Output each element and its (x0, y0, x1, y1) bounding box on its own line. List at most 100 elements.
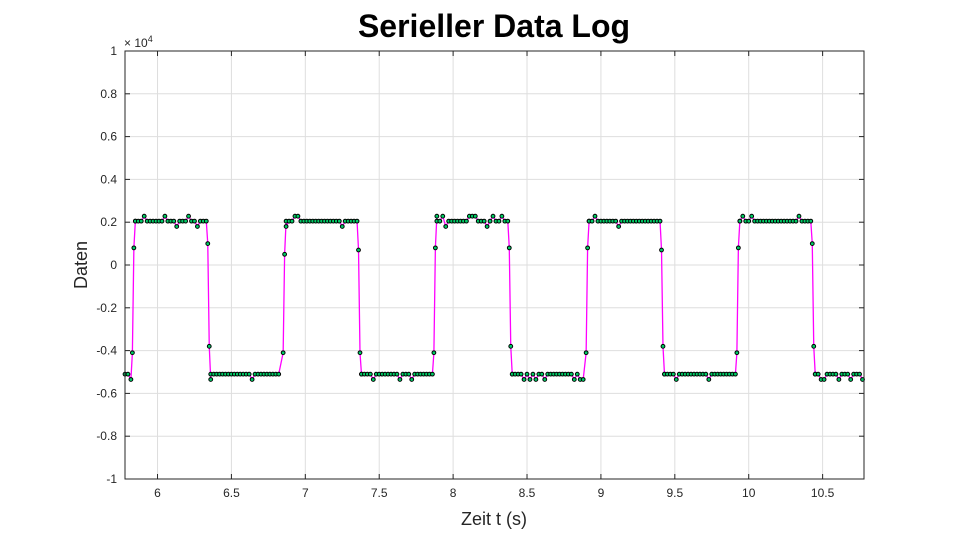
data-point (740, 213, 746, 219)
data-point (183, 218, 189, 224)
data-point (580, 377, 586, 382)
y-tick-label: 0.2 (100, 215, 117, 229)
data-point (592, 213, 598, 219)
data-point (339, 224, 345, 229)
data-point (583, 350, 589, 356)
data-point (128, 377, 134, 382)
data-point (539, 371, 545, 377)
data-point (283, 224, 289, 229)
data-point (505, 218, 511, 224)
data-point (703, 371, 709, 377)
data-point (280, 350, 286, 356)
data-point (568, 371, 574, 377)
data-point (518, 371, 524, 377)
data-point (276, 371, 282, 377)
data-point (443, 224, 449, 229)
data-point (141, 213, 147, 219)
data-point (499, 213, 505, 219)
data-point (533, 377, 539, 382)
data-point (542, 377, 548, 382)
data-point (394, 371, 400, 377)
data-point (129, 350, 135, 356)
data-point (484, 224, 490, 229)
x-tick-label: 6 (154, 486, 161, 500)
data-point (432, 245, 438, 251)
data-point (735, 245, 741, 251)
data-point (809, 241, 815, 247)
data-point (490, 213, 496, 219)
x-tick-label: 6.5 (223, 486, 240, 500)
data-point (192, 218, 197, 224)
data-point (589, 218, 595, 224)
x-tick-label: 7 (302, 486, 309, 500)
data-point (357, 350, 363, 356)
data-point (203, 218, 209, 224)
data-point (174, 224, 180, 229)
x-axis-ticks: 6 6.5 7 7.5 8 8.5 9 9.5 10 10.5 (154, 51, 835, 500)
data-point (409, 377, 415, 382)
data-point (506, 245, 512, 251)
data-point (159, 218, 165, 224)
data-point (138, 218, 144, 224)
data-point (206, 343, 212, 349)
data-point (796, 213, 802, 219)
data-point (574, 371, 580, 377)
x-tick-label: 10 (742, 486, 756, 500)
data-point (431, 350, 437, 356)
data-point (430, 371, 435, 377)
data-point (848, 377, 854, 382)
data-point (811, 343, 817, 349)
y-tick-label: -1 (106, 472, 117, 486)
y-tick-label: -0.6 (96, 386, 117, 400)
y-tick-label: -0.8 (96, 429, 117, 443)
data-point (289, 218, 295, 224)
data-point (162, 213, 168, 219)
data-point (749, 213, 755, 219)
data-point (571, 377, 577, 382)
data-point (746, 218, 752, 224)
x-tick-label: 8.5 (519, 486, 536, 500)
data-point (481, 218, 487, 224)
x-tick-label: 9.5 (666, 486, 683, 500)
y-exponent-base: × 10 (124, 36, 148, 50)
y-tick-label: 0.6 (100, 130, 117, 144)
data-markers (122, 213, 865, 382)
data-point (508, 343, 514, 349)
y-tick-label: 0.4 (100, 172, 117, 186)
data-point (205, 241, 211, 247)
data-point (437, 218, 443, 224)
data-point (496, 218, 502, 224)
data-point (186, 213, 191, 219)
y-tick-label: 0.8 (100, 87, 117, 101)
data-point (487, 218, 493, 224)
data-point (734, 350, 740, 356)
data-point (530, 371, 536, 377)
data-point (171, 218, 177, 224)
data-point (472, 213, 478, 219)
data-point (660, 343, 666, 349)
data-point (659, 247, 664, 253)
data-point (336, 218, 342, 224)
x-tick-label: 10.5 (811, 486, 835, 500)
x-tick-label: 7.5 (371, 486, 388, 500)
data-point (657, 218, 663, 224)
data-point (354, 218, 360, 224)
data-point (440, 213, 446, 219)
data-point (821, 377, 827, 382)
data-point (613, 218, 619, 224)
data-point (282, 251, 288, 257)
data-point (521, 377, 527, 382)
data-point (845, 371, 851, 377)
data-point (464, 218, 469, 224)
data-point (616, 224, 622, 229)
data-point (208, 377, 214, 382)
data-point (367, 371, 373, 377)
y-axis-label: Daten (71, 241, 91, 289)
data-point (793, 218, 799, 224)
chart-title: Serieller Data Log (358, 8, 630, 44)
x-tick-label: 8 (450, 486, 457, 500)
data-point (125, 371, 131, 377)
y-tick-label: 1 (110, 44, 117, 58)
data-point (370, 377, 376, 382)
